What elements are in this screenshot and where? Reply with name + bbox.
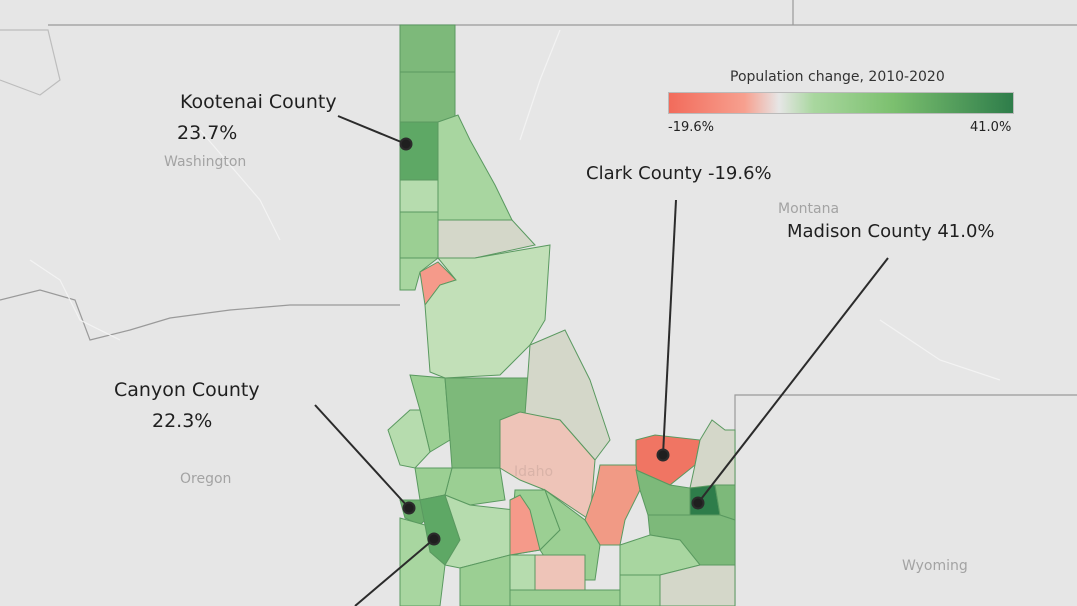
county-fremont[interactable]	[689, 419, 736, 489]
coastline	[0, 29, 61, 96]
county-gooding[interactable]	[459, 554, 511, 606]
canyon-annotation-name: Canyon County	[114, 379, 260, 401]
county-latah[interactable]	[399, 211, 439, 259]
county-twin-falls[interactable]	[509, 554, 536, 591]
county-kootenai[interactable]	[399, 121, 439, 181]
legend-color-ramp	[668, 92, 1014, 114]
madison-annotation: Madison County 41.0%	[787, 221, 995, 242]
rivers	[29, 29, 1001, 381]
county-nez-perce[interactable]	[399, 257, 440, 291]
kootenai-annotation-value: 23.7%	[177, 122, 238, 144]
county-benewah[interactable]	[399, 179, 439, 213]
annotation-lines	[314, 115, 889, 606]
county-washington[interactable]	[387, 409, 431, 469]
county-cassia[interactable]	[509, 589, 621, 606]
ada-marker	[427, 532, 441, 546]
madison-marker	[691, 496, 705, 510]
clark-annotation: Clark County -19.6%	[586, 163, 772, 184]
county-blaine[interactable]	[509, 494, 541, 556]
county-clearwater[interactable]	[437, 219, 536, 259]
wyoming-border	[734, 394, 1077, 606]
place-label-washington: Washington	[164, 154, 247, 170]
kootenai-annotation-name: Kootenai County	[180, 91, 337, 113]
legend-min-label: -19.6%	[668, 120, 714, 135]
canyon-marker	[402, 501, 416, 515]
place-label-oregon: Oregon	[180, 471, 232, 487]
place-label-montana: Montana	[778, 201, 840, 217]
county-boundary[interactable]	[399, 24, 456, 73]
county-layer[interactable]	[387, 24, 736, 606]
clark-marker	[656, 448, 670, 462]
legend-max-label: 41.0%	[970, 120, 1012, 135]
county-idaho[interactable]	[424, 244, 551, 379]
canyon-annotation-value: 22.3%	[152, 410, 213, 432]
county-power[interactable]	[619, 574, 661, 606]
place-label-idaho: Idaho	[514, 464, 554, 480]
county-jerome[interactable]	[534, 554, 586, 591]
washington-oregon-border	[0, 289, 400, 341]
kootenai-marker	[399, 137, 413, 151]
county-adams[interactable]	[409, 374, 451, 453]
legend-title: Population change, 2010-2020	[730, 69, 945, 85]
county-shoshone[interactable]	[437, 114, 513, 221]
place-label-wyoming: Wyoming	[902, 558, 968, 574]
